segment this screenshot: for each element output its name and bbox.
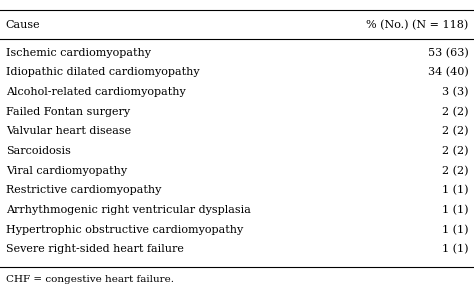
Text: % (No.) (N = 118): % (No.) (N = 118): [366, 20, 468, 31]
Text: 1 (1): 1 (1): [442, 205, 468, 215]
Text: Ischemic cardiomyopathy: Ischemic cardiomyopathy: [6, 48, 151, 58]
Text: Hypertrophic obstructive cardiomyopathy: Hypertrophic obstructive cardiomyopathy: [6, 225, 243, 235]
Text: 3 (3): 3 (3): [442, 87, 468, 97]
Text: Valvular heart disease: Valvular heart disease: [6, 126, 131, 136]
Text: 1 (1): 1 (1): [442, 185, 468, 196]
Text: Viral cardiomyopathy: Viral cardiomyopathy: [6, 166, 127, 176]
Text: Cause: Cause: [6, 20, 40, 30]
Text: 1 (1): 1 (1): [442, 244, 468, 255]
Text: 2 (2): 2 (2): [442, 107, 468, 117]
Text: 53 (63): 53 (63): [428, 48, 468, 58]
Text: Alcohol-related cardiomyopathy: Alcohol-related cardiomyopathy: [6, 87, 185, 97]
Text: 34 (40): 34 (40): [428, 67, 468, 78]
Text: 1 (1): 1 (1): [442, 225, 468, 235]
Text: 2 (2): 2 (2): [442, 166, 468, 176]
Text: Arrhythmogenic right ventricular dysplasia: Arrhythmogenic right ventricular dysplas…: [6, 205, 251, 215]
Text: Restrictive cardiomyopathy: Restrictive cardiomyopathy: [6, 185, 161, 195]
Text: Failed Fontan surgery: Failed Fontan surgery: [6, 107, 130, 117]
Text: 2 (2): 2 (2): [442, 146, 468, 156]
Text: 2 (2): 2 (2): [442, 126, 468, 137]
Text: Idiopathic dilated cardiomyopathy: Idiopathic dilated cardiomyopathy: [6, 67, 199, 77]
Text: CHF = congestive heart failure.: CHF = congestive heart failure.: [6, 275, 173, 284]
Text: Severe right-sided heart failure: Severe right-sided heart failure: [6, 244, 183, 254]
Text: Sarcoidosis: Sarcoidosis: [6, 146, 71, 156]
